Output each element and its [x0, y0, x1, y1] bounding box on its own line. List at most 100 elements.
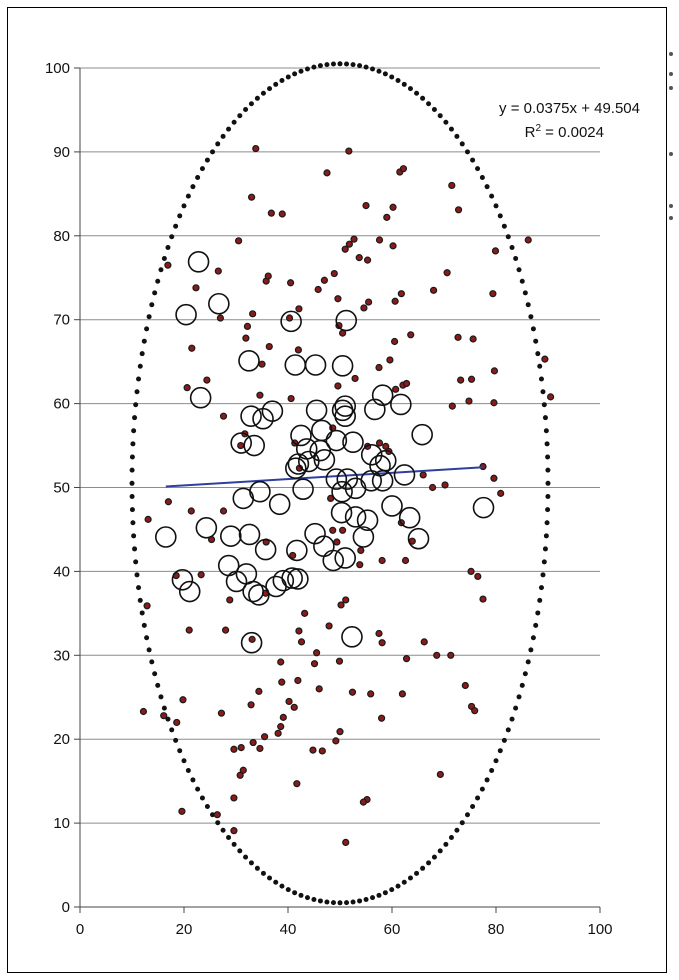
ellipse-dot — [376, 68, 382, 74]
ellipse-dot — [248, 860, 254, 866]
small-point — [226, 596, 234, 604]
large-circle — [334, 547, 357, 569]
ellipse-dot — [146, 314, 152, 320]
small-point — [219, 412, 228, 420]
large-circle — [304, 354, 327, 376]
large-circle — [411, 423, 433, 446]
r2-superscript: 2 — [535, 123, 541, 134]
ellipse-dot — [155, 682, 161, 688]
chart-frame: 0 10 20 30 40 50 60 70 80 90 100 0 20 40 60 80 100 y = 0… — [7, 7, 667, 973]
ellipse-dot — [130, 520, 136, 526]
ellipse-dot — [279, 883, 285, 889]
small-point — [382, 442, 390, 450]
large-circle — [330, 501, 353, 524]
ellipse-dot — [437, 848, 443, 854]
y-tick-label: 0 — [62, 899, 70, 916]
small-point — [362, 201, 370, 210]
small-point — [217, 709, 226, 717]
small-point — [252, 144, 260, 153]
ellipse-dot — [185, 193, 191, 199]
ellipse-dot — [165, 716, 171, 722]
ellipse-dot — [317, 898, 323, 904]
ellipse-dot — [357, 63, 363, 69]
trendline-labels: y = 0.0375x + 49.504 R2 = 0.0024 — [499, 100, 640, 141]
ellipse-dot — [131, 428, 137, 434]
small-point — [290, 703, 298, 711]
ellipse-dot — [237, 113, 243, 119]
small-point — [214, 267, 222, 275]
large-circle — [178, 580, 201, 603]
small-point — [342, 838, 350, 846]
small-point — [274, 729, 282, 737]
trendline-line — [165, 466, 484, 488]
ellipse-dot — [215, 141, 221, 147]
ellipse-dot — [273, 81, 279, 87]
small-point — [230, 827, 238, 835]
ellipse-dot — [395, 77, 401, 83]
small-point — [334, 295, 342, 303]
small-point — [143, 602, 151, 610]
ellipse-dot — [479, 175, 485, 181]
small-point — [320, 276, 328, 284]
ellipse-dot — [484, 184, 490, 190]
large-circle — [331, 480, 353, 503]
small-point — [315, 685, 323, 693]
ellipse-dot — [292, 71, 298, 77]
ellipse-dot — [389, 887, 395, 893]
ellipse-dot — [137, 363, 143, 369]
small-point — [342, 596, 350, 604]
small-point — [277, 723, 285, 731]
large-circle — [472, 496, 495, 519]
small-point — [490, 367, 499, 375]
ellipse-dot — [543, 428, 549, 434]
ellipse-dot — [136, 585, 142, 591]
small-point — [398, 690, 406, 698]
large-circle — [208, 292, 230, 315]
ellipse-dot — [144, 635, 150, 641]
ellipse-dot — [226, 126, 232, 132]
ellipse-dot — [141, 338, 147, 344]
small-point — [378, 556, 386, 565]
small-point — [345, 240, 353, 248]
ellipse-dot — [525, 659, 531, 665]
ellipse-dot — [173, 223, 179, 229]
ellipse-dot — [543, 533, 549, 539]
large-circle — [284, 354, 307, 376]
ellipse-dot — [337, 61, 343, 67]
small-point — [474, 572, 482, 581]
ellipse-dot — [497, 748, 503, 754]
small-point — [461, 681, 469, 690]
ellipse-dot — [516, 267, 522, 273]
large-circle — [248, 584, 270, 606]
small-point — [235, 237, 243, 245]
small-point — [309, 746, 317, 754]
r2-value: = 0.0024 — [541, 124, 604, 141]
ellipse-dot — [505, 234, 511, 240]
y-tick-label: 40 — [53, 563, 70, 580]
ellipse-dot — [535, 610, 541, 616]
ellipse-dot — [426, 101, 432, 107]
ellipse-dot — [407, 875, 413, 881]
small-point — [365, 298, 373, 306]
ellipse-dot — [337, 900, 343, 906]
ellipse-dot — [443, 119, 449, 125]
small-point — [295, 627, 303, 635]
ellipse-dot — [545, 507, 551, 513]
ellipse-dot — [528, 647, 534, 653]
small-point — [329, 526, 337, 534]
small-point — [256, 744, 264, 753]
ellipse-dot — [204, 804, 210, 810]
cropped-margin-mark — [669, 216, 673, 220]
ellipse-dot — [448, 126, 454, 132]
ellipse-dot — [530, 635, 536, 641]
large-circle — [195, 516, 218, 539]
ellipse-dot — [537, 597, 543, 603]
large-circle — [334, 395, 357, 417]
small-point — [457, 376, 465, 384]
large-circle — [243, 434, 265, 457]
small-point — [258, 360, 266, 368]
small-point — [386, 356, 394, 364]
small-point — [239, 766, 247, 774]
y-tick-label: 100 — [45, 60, 70, 77]
ellipse-dot — [489, 193, 495, 199]
